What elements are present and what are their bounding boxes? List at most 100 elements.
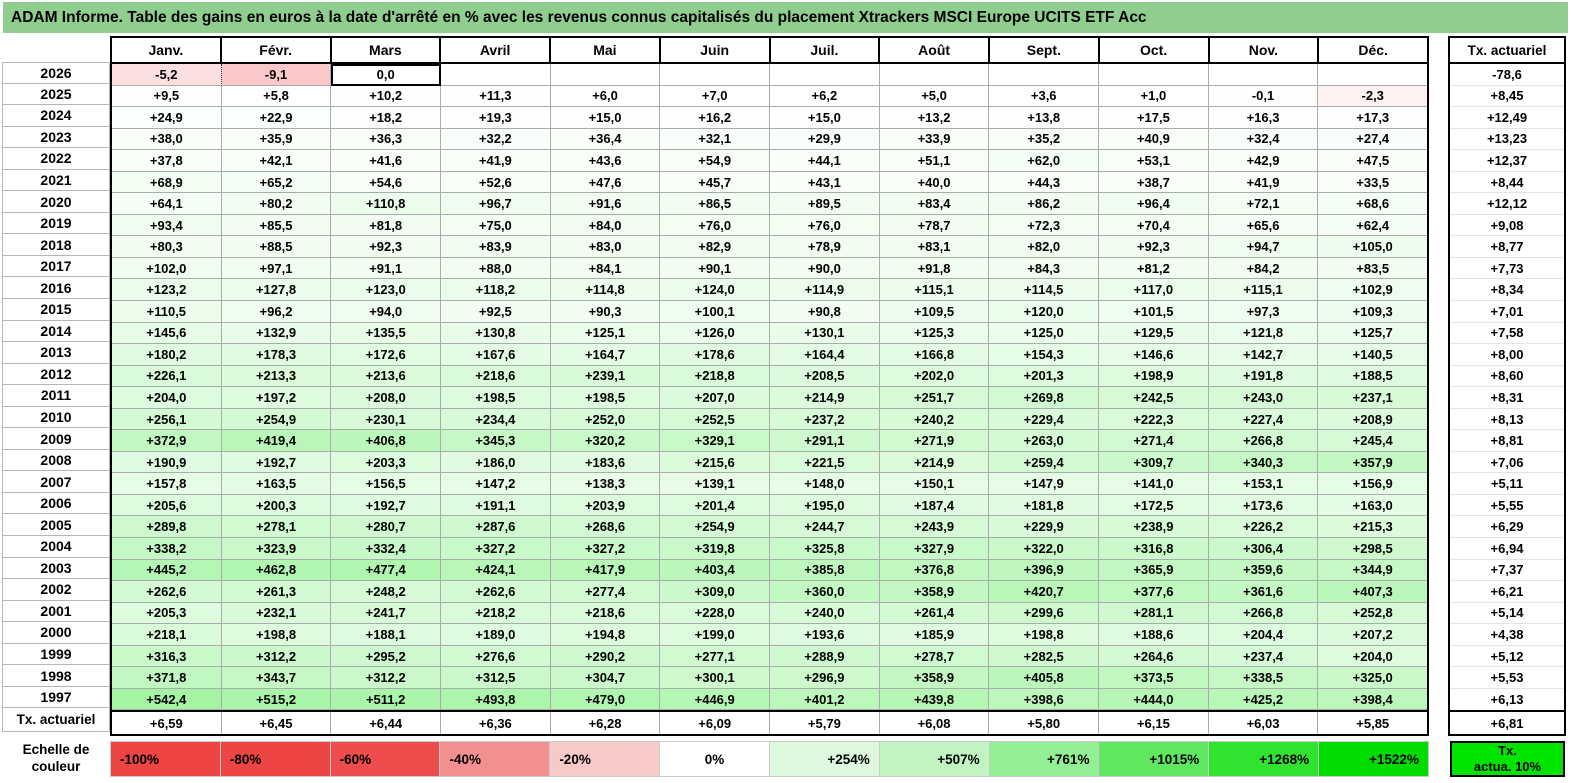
year-label[interactable]: 2022 (2, 148, 110, 170)
data-cell[interactable]: +76,0 (770, 214, 880, 237)
data-cell[interactable]: +239,1 (550, 365, 661, 388)
data-cell[interactable]: +120,0 (989, 301, 1100, 323)
data-cell[interactable]: +439,8 (879, 688, 990, 711)
data-cell[interactable]: +118,2 (441, 279, 551, 302)
data-cell[interactable]: +228,0 (660, 602, 771, 625)
tx-actuariel-value[interactable]: +6,94 (1450, 538, 1564, 560)
data-cell[interactable]: +125,0 (989, 322, 1100, 345)
data-cell[interactable]: +278,1 (221, 516, 332, 539)
data-cell[interactable]: +114,5 (989, 279, 1100, 302)
data-cell[interactable]: +316,8 (1099, 538, 1209, 560)
data-cell[interactable]: +141,0 (1099, 473, 1209, 495)
data-cell[interactable]: +207,2 (1318, 624, 1428, 646)
data-cell[interactable]: +109,5 (879, 301, 990, 323)
data-cell[interactable]: +205,6 (112, 494, 222, 517)
data-cell[interactable]: +214,9 (770, 387, 880, 409)
data-cell[interactable]: +193,6 (770, 624, 880, 646)
data-cell[interactable]: +44,1 (770, 150, 880, 172)
data-cell[interactable]: +140,5 (1318, 344, 1428, 366)
data-cell[interactable]: +178,3 (221, 344, 332, 366)
data-cell[interactable] (441, 64, 551, 86)
data-cell[interactable]: +195,0 (770, 494, 880, 517)
data-cell[interactable]: +237,4 (1208, 645, 1319, 668)
data-cell[interactable]: +86,2 (989, 193, 1100, 215)
tx-actuariel-value[interactable]: +8,81 (1450, 430, 1564, 452)
data-cell[interactable]: +359,6 (1208, 559, 1319, 582)
data-cell[interactable]: +47,6 (550, 171, 661, 194)
data-cell[interactable]: +276,6 (441, 645, 551, 668)
data-cell[interactable]: +164,7 (550, 344, 661, 366)
data-cell[interactable]: +83,4 (879, 193, 990, 215)
data-cell[interactable]: +218,1 (112, 624, 222, 646)
data-cell[interactable]: +323,9 (221, 538, 332, 560)
year-label[interactable]: 1997 (2, 686, 110, 709)
data-cell[interactable]: +40,0 (879, 171, 990, 194)
year-label[interactable]: 2013 (2, 342, 110, 364)
data-cell[interactable]: +312,2 (221, 645, 332, 668)
data-cell[interactable]: +90,0 (770, 257, 880, 280)
data-cell[interactable]: +309,7 (1099, 451, 1209, 474)
data-cell[interactable]: +123,0 (331, 279, 442, 302)
data-cell[interactable]: +515,2 (221, 688, 332, 711)
data-cell[interactable]: +84,2 (1208, 257, 1319, 280)
data-cell[interactable]: +42,1 (221, 150, 332, 172)
data-cell[interactable]: +91,8 (879, 257, 990, 280)
data-cell[interactable]: +306,4 (1208, 538, 1319, 560)
data-cell[interactable]: +90,8 (770, 301, 880, 323)
footer-value-cell[interactable]: +6,59 (112, 712, 222, 735)
data-cell[interactable]: +259,4 (989, 451, 1100, 474)
data-cell[interactable]: +114,9 (770, 279, 880, 302)
year-label[interactable]: 1999 (2, 643, 110, 666)
year-label[interactable]: 2005 (2, 514, 110, 537)
data-cell[interactable]: +6,0 (550, 85, 661, 108)
data-cell[interactable]: +240,0 (770, 602, 880, 625)
data-cell[interactable]: +97,3 (1208, 301, 1319, 323)
data-cell[interactable]: +109,3 (1318, 301, 1428, 323)
data-cell[interactable]: +121,8 (1208, 322, 1319, 345)
data-cell[interactable]: +254,9 (221, 408, 332, 431)
tx-actuariel-value[interactable]: +7,73 (1450, 258, 1564, 280)
data-cell[interactable]: +203,3 (331, 451, 442, 474)
data-cell[interactable]: +78,7 (879, 214, 990, 237)
data-cell[interactable]: +289,8 (112, 516, 222, 539)
data-cell[interactable]: +479,0 (550, 688, 661, 711)
tx-actuariel-value[interactable]: +5,12 (1450, 646, 1564, 668)
data-cell[interactable]: +344,9 (1318, 559, 1428, 582)
data-cell[interactable]: +320,2 (550, 430, 661, 452)
year-label[interactable]: 2016 (2, 277, 110, 300)
data-cell[interactable]: +32,2 (441, 128, 551, 151)
data-cell[interactable]: +252,5 (660, 408, 771, 431)
month-header-cell[interactable]: Mai (551, 38, 661, 62)
data-cell[interactable]: +511,2 (331, 688, 442, 711)
data-cell[interactable]: +80,2 (221, 193, 332, 215)
data-cell[interactable]: +96,4 (1099, 193, 1209, 215)
data-cell[interactable]: +90,1 (660, 257, 771, 280)
data-cell[interactable]: +88,0 (441, 257, 551, 280)
data-cell[interactable]: +190,9 (112, 451, 222, 474)
data-cell[interactable]: +78,9 (770, 236, 880, 258)
tx-actuariel-value[interactable]: +5,53 (1450, 667, 1564, 689)
data-cell[interactable]: +13,8 (989, 107, 1100, 129)
data-cell[interactable]: +97,1 (221, 257, 332, 280)
data-cell[interactable]: +338,2 (112, 538, 222, 560)
data-cell[interactable]: +288,9 (770, 645, 880, 668)
data-cell[interactable]: +252,8 (1318, 602, 1428, 625)
data-cell[interactable]: +371,8 (112, 667, 222, 689)
data-cell[interactable]: +194,8 (550, 624, 661, 646)
tx-actuariel-value[interactable]: +8,44 (1450, 172, 1564, 194)
tx-actuariel-value[interactable]: +5,11 (1450, 473, 1564, 495)
data-cell[interactable]: +282,5 (989, 645, 1100, 668)
data-cell[interactable]: +187,4 (879, 494, 990, 517)
data-cell[interactable]: +41,9 (441, 150, 551, 172)
data-cell[interactable]: +92,5 (441, 301, 551, 323)
data-cell[interactable]: +115,1 (1208, 279, 1319, 302)
data-cell[interactable]: +51,1 (879, 150, 990, 172)
data-cell[interactable]: +84,3 (989, 257, 1100, 280)
tx-actuariel-value[interactable]: +8,00 (1450, 344, 1564, 366)
data-cell[interactable]: +45,7 (660, 171, 771, 194)
year-label[interactable]: 2018 (2, 234, 110, 256)
data-cell[interactable]: +268,6 (550, 516, 661, 539)
data-cell[interactable]: +401,2 (770, 688, 880, 711)
tx-actuariel-value[interactable]: +9,08 (1450, 215, 1564, 237)
month-header-cell[interactable]: Avril (441, 38, 551, 62)
